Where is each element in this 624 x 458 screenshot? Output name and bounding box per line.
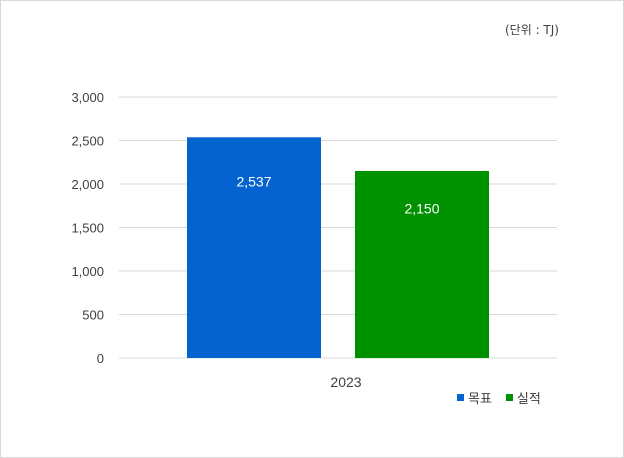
data-label: 2,537 [236,173,271,189]
legend-item-target: 목표 [457,388,492,407]
legend: 목표 실적 [457,388,555,407]
y-tick-label: 1,000 [71,264,104,279]
bar-target [187,137,321,358]
y-tick-label: 1,500 [71,221,104,236]
y-tick-label: 2,500 [71,134,104,149]
y-tick-label: 500 [82,308,104,323]
data-label: 2,150 [404,200,439,216]
legend-label-target: 목표 [468,392,492,407]
legend-label-actual: 실적 [516,392,541,407]
y-tick-label: 0 [97,351,104,366]
y-tick-label: 2,000 [71,177,104,192]
legend-swatch-actual [505,394,513,401]
unit-label: (단위 : TJ) [505,23,559,37]
y-tick-label: 3,000 [71,90,104,105]
legend-swatch-target [457,394,464,401]
legend-item-actual: 실적 [505,388,541,407]
bar-actual [355,170,489,358]
x-tick-label: 2023 [330,374,361,390]
